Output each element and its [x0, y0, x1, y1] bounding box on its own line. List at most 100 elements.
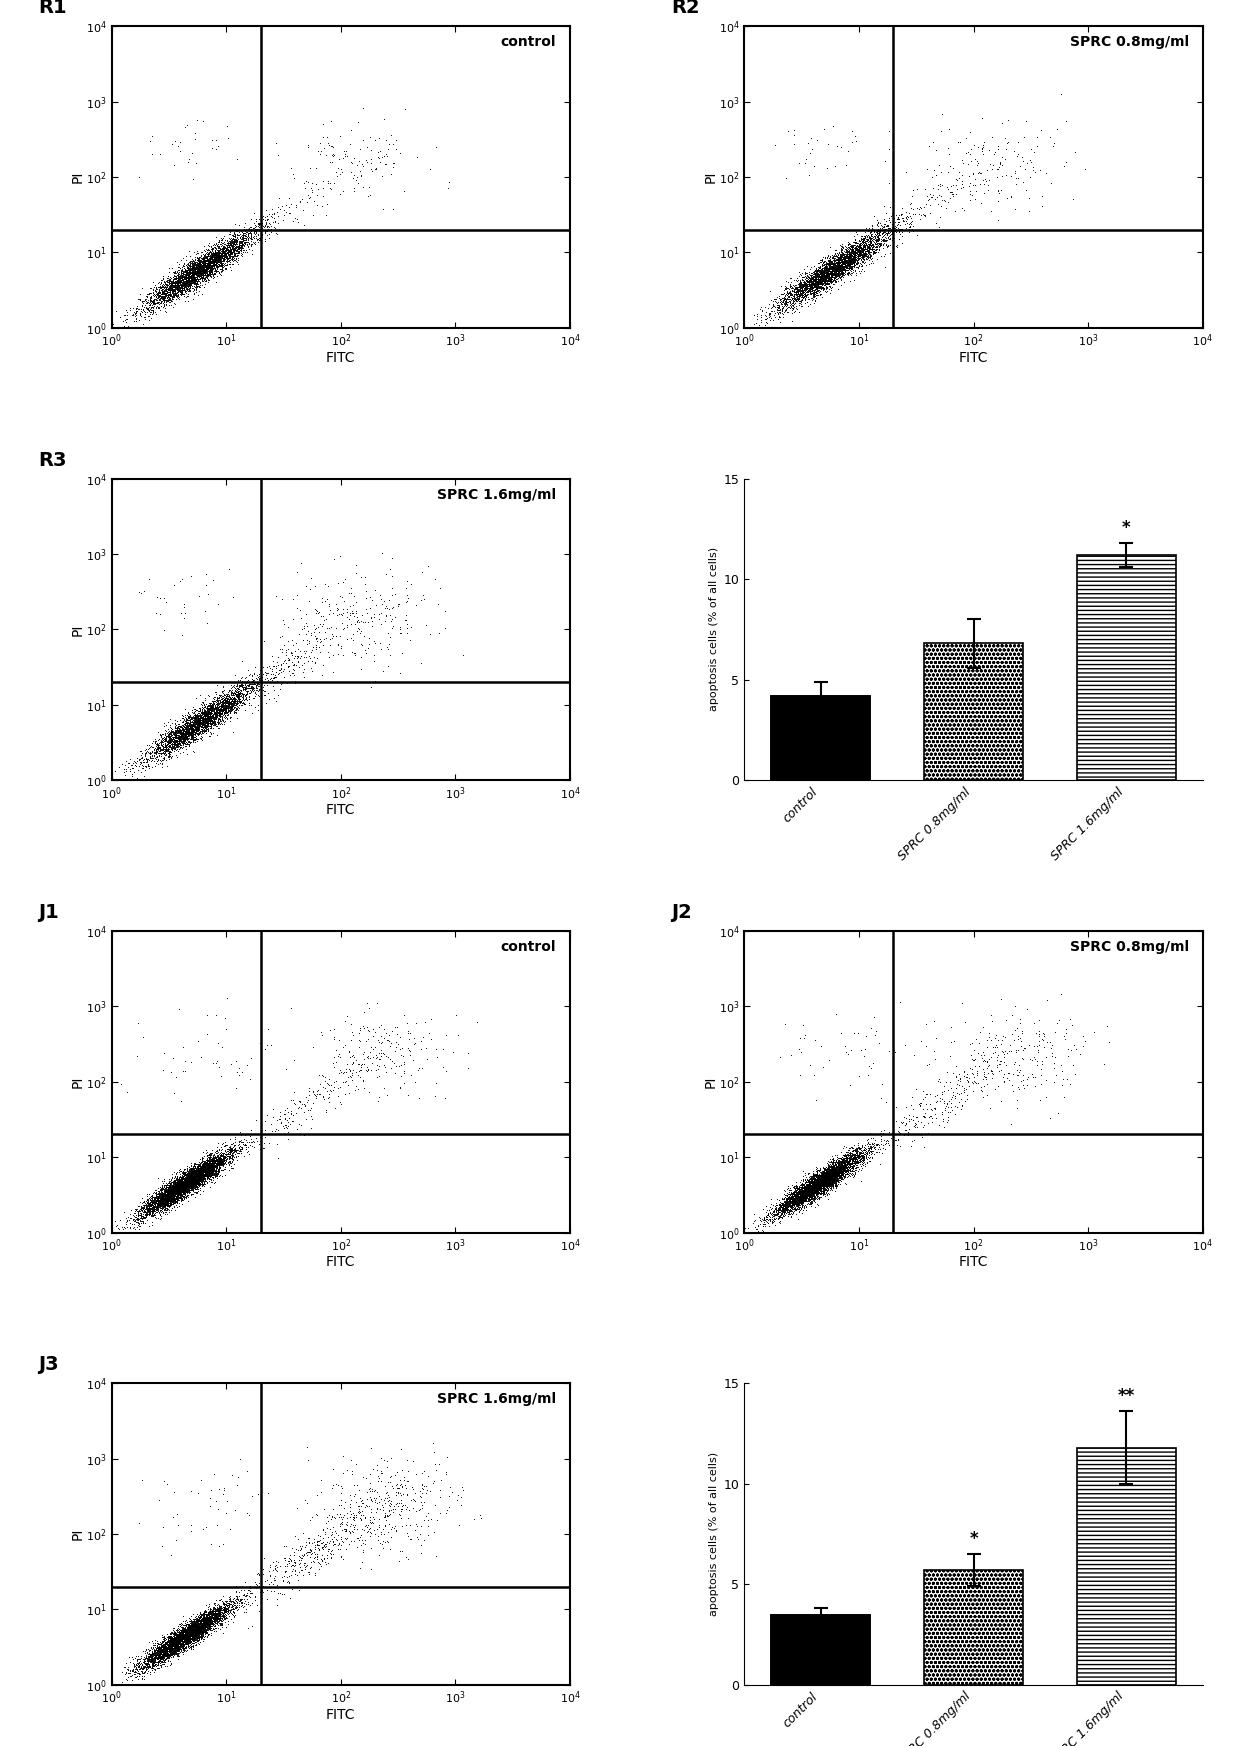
Point [254, 677, 274, 705]
Point [176, 1617, 196, 1645]
Point [789, 1191, 808, 1219]
Point [165, 735, 185, 763]
Point [179, 267, 198, 295]
Point [804, 274, 823, 302]
Point [811, 1170, 831, 1198]
Point [785, 1196, 805, 1224]
Point [161, 1196, 181, 1224]
Point [926, 136, 946, 164]
Point [828, 1165, 848, 1193]
Point [165, 1177, 185, 1205]
Point [175, 726, 195, 754]
Point [202, 1152, 222, 1180]
Point [794, 1177, 813, 1205]
Point [825, 251, 844, 279]
Point [802, 1172, 822, 1200]
Point [901, 1131, 921, 1159]
Point [181, 704, 201, 732]
Point [219, 1585, 239, 1613]
Point [185, 1165, 205, 1193]
Point [167, 1180, 187, 1208]
Point [362, 157, 382, 185]
Point [186, 1158, 206, 1186]
Point [821, 262, 841, 290]
Point [155, 269, 175, 297]
Point [161, 725, 181, 753]
Point [830, 1151, 849, 1179]
Point [186, 1627, 206, 1655]
Point [873, 215, 893, 243]
Point [169, 1186, 188, 1213]
Point [823, 1166, 843, 1194]
Point [244, 210, 264, 237]
Point [165, 281, 185, 309]
Point [192, 1159, 212, 1187]
Point [151, 272, 171, 300]
Point [790, 1182, 810, 1210]
Point [842, 1142, 862, 1170]
Point [120, 1662, 140, 1690]
Point [179, 1168, 198, 1196]
Point [143, 1196, 162, 1224]
Point [193, 1154, 213, 1182]
Point [837, 1156, 857, 1184]
Point [821, 264, 841, 292]
Point [150, 1638, 170, 1666]
Point [443, 1479, 463, 1507]
Point [190, 1613, 210, 1641]
Point [218, 236, 238, 264]
Point [157, 288, 177, 316]
Point [171, 1619, 191, 1646]
Point [200, 1615, 219, 1643]
Point [180, 250, 200, 278]
Point [838, 255, 858, 283]
Point [223, 239, 243, 267]
Point [160, 262, 180, 290]
Point [841, 1142, 861, 1170]
Point [136, 732, 156, 760]
Point [843, 248, 863, 276]
Point [791, 272, 811, 300]
Point [867, 237, 887, 265]
Point [446, 1000, 466, 1028]
Point [200, 262, 219, 290]
Point [176, 1615, 196, 1643]
Point [150, 1186, 170, 1213]
Point [335, 1488, 355, 1516]
Point [799, 1159, 818, 1187]
Point [207, 672, 227, 700]
Point [177, 250, 197, 278]
Point [172, 260, 192, 288]
Point [830, 253, 849, 281]
Point [243, 677, 263, 705]
Point [211, 1608, 231, 1636]
Point [149, 1646, 169, 1674]
Point [878, 218, 898, 246]
Point [210, 1601, 229, 1629]
Point [806, 272, 826, 300]
Point [806, 1166, 826, 1194]
Point [367, 155, 387, 183]
Point [138, 1652, 157, 1680]
Point [165, 1629, 185, 1657]
Point [844, 1142, 864, 1170]
Point [856, 1131, 875, 1159]
Point [149, 276, 169, 304]
Point [848, 241, 868, 269]
Point [185, 1610, 205, 1638]
Point [185, 237, 205, 265]
Point [789, 1184, 808, 1212]
Point [790, 1186, 810, 1213]
Point [818, 1156, 838, 1184]
Point [190, 1158, 210, 1186]
Point [832, 239, 852, 267]
Point [186, 1610, 206, 1638]
Point [759, 1201, 779, 1229]
Point [176, 1175, 196, 1203]
Point [810, 260, 830, 288]
Point [870, 230, 890, 258]
Point [198, 262, 218, 290]
Point [242, 239, 262, 267]
Point [769, 1193, 789, 1220]
Point [801, 1182, 821, 1210]
